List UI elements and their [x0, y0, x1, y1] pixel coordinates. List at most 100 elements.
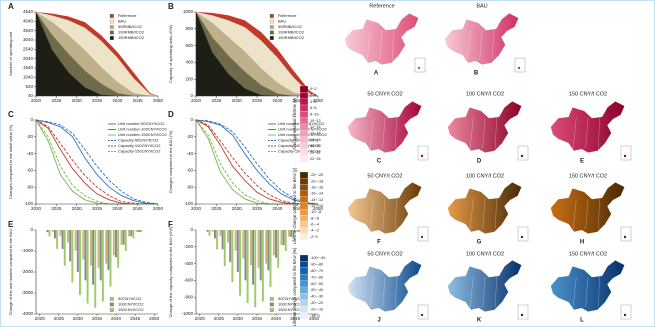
- colorbar-segment: [300, 99, 308, 105]
- inset-island: [624, 236, 626, 238]
- bar: [247, 230, 249, 303]
- colorbar-segment: [300, 300, 308, 306]
- legend-swatch: [270, 25, 274, 29]
- panel-letter: B: [168, 2, 174, 11]
- colorbar-label: -60~-50: [310, 282, 323, 286]
- colorbar-segment: [300, 130, 308, 136]
- colorbar-segment: [300, 228, 308, 234]
- map-letter: D: [477, 159, 482, 165]
- y-axis-label: Change of the unit number compared to th…: [8, 229, 13, 316]
- colorbar-segment: [300, 287, 308, 293]
- bar: [71, 230, 73, 283]
- legend-label: Unit number-150CNY/tCO2: [118, 132, 167, 137]
- inset-island: [521, 155, 523, 157]
- y-tick-label: 540: [25, 84, 33, 89]
- legend-label: Reference: [278, 13, 297, 18]
- bar: [64, 230, 66, 266]
- inset-island: [521, 314, 523, 316]
- map-letter: C: [377, 159, 382, 165]
- legend-swatch: [110, 308, 114, 312]
- bar: [237, 230, 239, 272]
- map-letter: B: [474, 71, 479, 77]
- y-axis-label: Number of operating unit: [8, 31, 13, 76]
- bar: [239, 230, 241, 296]
- bar: [130, 230, 132, 236]
- x-tick-label: 2040: [272, 206, 283, 211]
- colorbar-label: 14~16: [310, 132, 321, 136]
- bar: [110, 230, 112, 287]
- bar: [229, 230, 231, 262]
- bar: [107, 230, 109, 270]
- bar: [260, 230, 262, 280]
- bar: [285, 230, 287, 251]
- legend-label: 100CNY/tCO2: [118, 302, 144, 307]
- bar: [123, 230, 125, 245]
- legend-swatch: [270, 308, 274, 312]
- bar: [244, 230, 246, 280]
- legend-swatch: [270, 303, 274, 307]
- colorbar-segment: [300, 191, 308, 197]
- bar: [49, 230, 51, 236]
- colorbar-segment: [300, 203, 308, 209]
- colorbar-segment: [300, 255, 308, 261]
- colorbar-segment: [300, 137, 308, 143]
- legend-swatch: [110, 36, 114, 40]
- bar: [69, 230, 71, 262]
- colorbar-label: -16~-14: [310, 192, 323, 196]
- y-tick-label: 1540: [23, 65, 34, 70]
- colorbar-segment: [300, 156, 308, 162]
- bar: [98, 230, 100, 268]
- x-tick-label: 2020: [191, 98, 202, 103]
- y-tick-label: -60: [186, 168, 193, 173]
- x-tick-label: 2025: [51, 206, 62, 211]
- y-axis-label: Capacity of operating units (GW): [168, 24, 173, 83]
- inset-island: [421, 236, 423, 238]
- colorbar-segment: [300, 293, 308, 299]
- panel-letter: D: [168, 110, 174, 119]
- bar: [280, 230, 282, 245]
- inset-island: [421, 314, 423, 316]
- colorbar-label: -12~-10: [310, 204, 323, 208]
- x-tick-label: 2045: [133, 206, 144, 211]
- inset-island: [418, 67, 420, 69]
- colorbar-label: -22~-20: [310, 173, 323, 177]
- y-tick-label: 2540: [23, 47, 34, 52]
- colorbar-label: 12~14: [310, 125, 321, 129]
- inset-island: [624, 155, 626, 157]
- y-tick-label: 1000: [183, 9, 194, 14]
- x-tick-label: 2035: [92, 98, 103, 103]
- legend-label: 100RMB/tCO2: [118, 30, 145, 35]
- map-title: 100 CNY/t CO2: [466, 91, 504, 97]
- bar: [67, 230, 69, 243]
- legend-swatch: [270, 20, 274, 24]
- y-tick-label: -20: [26, 134, 33, 139]
- map-letter: F: [377, 240, 381, 246]
- bar: [79, 230, 81, 295]
- colorbar-label: -4~-2: [310, 229, 319, 233]
- inset-box: [518, 227, 528, 241]
- legend-label: 50RMB/tCO2: [278, 24, 303, 29]
- legend-label: 150RMB/tCO2: [118, 35, 145, 40]
- bar: [94, 230, 96, 308]
- legend-label: 100RMB/tCO2: [278, 30, 305, 35]
- colorbar-label: -10~-8: [310, 210, 321, 214]
- x-tick-label: 2040: [112, 98, 123, 103]
- x-tick-label: 2020: [31, 98, 42, 103]
- x-tick-label: 2025: [214, 316, 225, 321]
- colorbar-segment: [300, 178, 308, 184]
- bar: [92, 230, 94, 285]
- x-tick-label: 2040: [272, 98, 283, 103]
- bar: [222, 230, 224, 249]
- colorbar-label: 0~2: [310, 87, 316, 91]
- colorbar-segment: [300, 221, 308, 227]
- colorbar-segment: [300, 261, 308, 267]
- colorbar-segment: [300, 118, 308, 124]
- x-tick-label: 2045: [133, 98, 144, 103]
- legend-label: Unit number-100CNY/tCO2: [118, 127, 167, 132]
- x-tick-label: 2040: [271, 316, 282, 321]
- bar: [52, 230, 54, 232]
- bar: [219, 230, 221, 236]
- x-tick-label: 2020: [35, 316, 46, 321]
- y-tick-label: -600: [184, 278, 194, 283]
- legend-swatch: [110, 20, 114, 24]
